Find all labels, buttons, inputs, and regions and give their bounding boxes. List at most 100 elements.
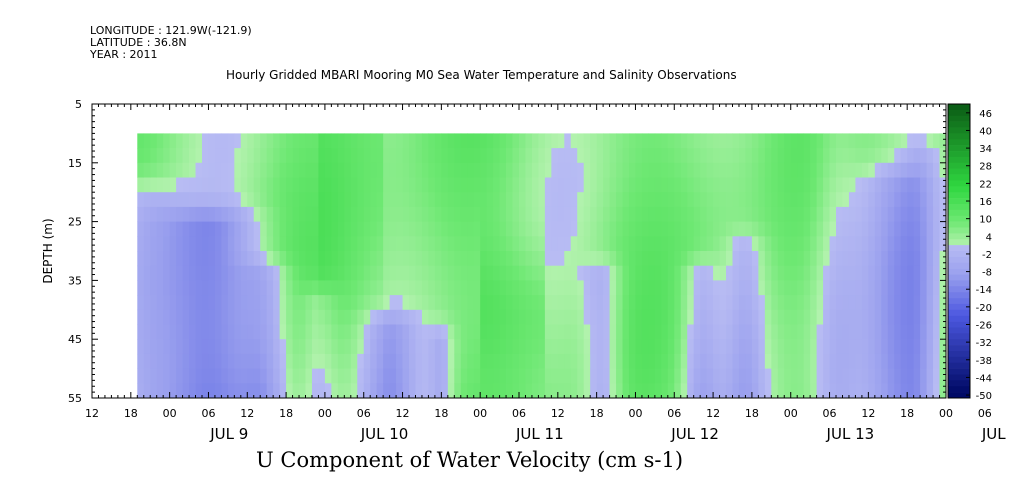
heatmap-cell [519,295,526,311]
heatmap-cell [499,148,507,164]
heatmap-cell [667,206,675,222]
heatmap-cell [803,206,811,222]
heatmap-cell [286,177,293,193]
heatmap-cell [713,280,720,296]
heatmap-cell [480,206,488,222]
heatmap-cell [499,221,507,237]
heatmap-cell [816,280,824,296]
heatmap-cell [214,221,222,237]
heatmap-cell [234,133,242,149]
heatmap-cell [234,383,242,399]
heatmap-cell [473,177,481,193]
heatmap-cell [299,221,306,237]
heatmap-cell [700,309,708,325]
heatmap-cell [745,192,753,208]
heatmap-cell [913,309,921,325]
heatmap-cell [486,221,494,237]
heatmap-cell [512,309,520,325]
heatmap-cell [900,324,908,340]
heatmap-cell [784,206,792,222]
heatmap-cell [641,309,649,325]
heatmap-cell [137,280,145,296]
heatmap-cell [667,324,675,340]
heatmap-cell [538,148,546,164]
heatmap-cell [370,236,378,252]
heatmap-cell [900,236,908,252]
heatmap-cell [434,251,442,267]
heatmap-cell [331,236,339,252]
heatmap-cell [447,148,455,164]
heatmap-cell [260,236,268,252]
heatmap-cell [376,309,384,325]
heatmap-cell [596,206,604,222]
heatmap-cell [447,177,455,193]
heatmap-cell [156,339,164,355]
heatmap-cell [719,221,727,237]
heatmap-cell [648,148,656,164]
heatmap-cell [907,295,915,311]
heatmap-cell [674,192,682,208]
heatmap-cell [519,339,526,355]
heatmap-cell [383,192,391,208]
heatmap-cell [318,265,326,281]
heatmap-cell [810,177,818,193]
heatmap-cell [700,324,708,340]
heatmap-cell [732,353,740,369]
heatmap-cell [784,148,792,164]
heatmap-cell [842,192,850,208]
heatmap-cell [480,148,488,164]
heatmap-cell [441,162,449,178]
heatmap-cell [920,251,927,267]
heatmap-cell [648,339,656,355]
heatmap-cell [706,177,714,193]
heatmap-cell [421,280,429,296]
heatmap-cell [738,236,746,252]
heatmap-cell [519,177,526,193]
heatmap-cell [667,236,675,252]
heatmap-cell [350,324,358,340]
heatmap-cell [279,368,287,384]
heatmap-cell [803,148,811,164]
heatmap-cell [823,339,830,355]
heatmap-cell [926,353,934,369]
heatmap-cell [402,339,410,355]
heatmap-cell [829,133,837,149]
heatmap-cell [214,368,222,384]
heatmap-cell [654,324,662,340]
heatmap-cell [240,265,248,281]
heatmap-cell [557,383,565,399]
heatmap-cell [454,236,462,252]
heatmap-cell [557,192,565,208]
heatmap-cell [331,177,339,193]
heatmap-cell [803,280,811,296]
heatmap-cell [473,353,481,369]
colorbar-tick-label: 10 [979,215,992,226]
heatmap-cell [253,368,261,384]
heatmap-cell [583,353,591,369]
heatmap-cell [538,324,546,340]
heatmap-cell [622,353,630,369]
heatmap-cell [421,162,429,178]
heatmap-cell [913,206,921,222]
heatmap-cell [234,265,242,281]
heatmap-cell [920,280,927,296]
heatmap-cell [201,206,209,222]
heatmap-cell [842,295,850,311]
heatmap-cell [253,339,261,355]
heatmap-cell [441,192,449,208]
heatmap-cell [693,265,701,281]
heatmap-cell [738,162,746,178]
heatmap-cell [247,162,255,178]
heatmap-cell [583,383,591,399]
heatmap-cell [311,148,319,164]
heatmap-cell [324,162,332,178]
heatmap-cell [764,324,772,340]
heatmap-cell [234,280,242,296]
heatmap-cell [434,280,442,296]
heatmap-cell [894,206,902,222]
heatmap-cell [700,339,708,355]
heatmap-cell [383,133,391,149]
heatmap-cell [900,383,908,399]
heatmap-cell [486,295,494,311]
heatmap-cell [764,295,772,311]
